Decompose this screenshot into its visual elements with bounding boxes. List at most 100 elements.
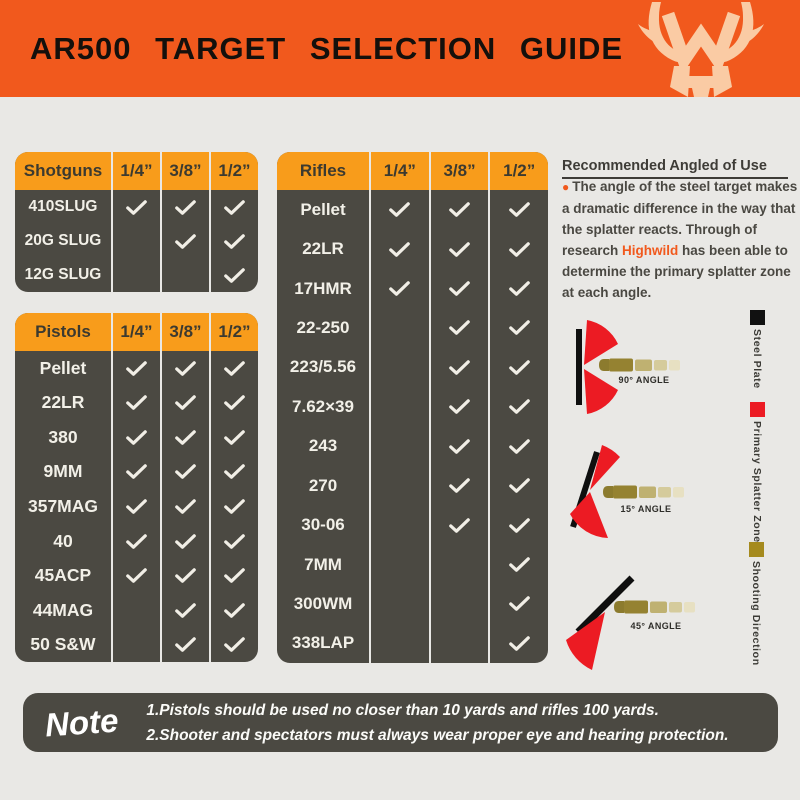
check-icon: [389, 202, 411, 217]
check-icon: [224, 568, 245, 583]
check-icon: [508, 596, 530, 612]
check-cell: [211, 524, 258, 559]
check-cell: [211, 386, 258, 421]
note-line-2: 2.Shooter and spectators must always wea…: [146, 726, 729, 744]
column-header: 1/4”: [371, 152, 429, 190]
check-icon: [126, 199, 147, 215]
check-cell: [490, 269, 548, 308]
check-icon: [224, 395, 245, 411]
check-cell: [431, 584, 489, 623]
bullet-marker: ●: [562, 180, 570, 194]
column-header: 1/2”: [211, 152, 258, 190]
check-icon: [449, 241, 470, 257]
check-cell: [113, 628, 160, 663]
row-label: 12G SLUG: [24, 266, 102, 283]
steel-plate-swatch: [749, 310, 765, 325]
legend-item-steel-plate: Steel Plate: [743, 310, 771, 389]
check-cell: [431, 269, 489, 308]
check-cell: [162, 593, 209, 628]
thickness-column: 1/4”: [111, 152, 160, 292]
row-label: 357MAG: [27, 496, 99, 517]
check-icon: [508, 241, 530, 257]
check-icon: [175, 464, 196, 480]
thickness-column: 1/4”: [369, 152, 429, 663]
check-cell: [113, 455, 160, 490]
check-icon: [126, 499, 147, 514]
thickness-column: 3/8”: [428, 152, 489, 663]
name-column: Shotguns 410SLUG 20G SLUG 12G SLUG: [15, 152, 111, 292]
note-lines: 1.Pistols should be used no closer than …: [146, 698, 728, 748]
row-label: Pellet: [39, 357, 87, 378]
check-icon: [175, 233, 196, 249]
check-cell: [431, 229, 489, 268]
rifles-table: Rifles Pellet 22LR 17HMR 22-250 223/5.56 7.62×…: [277, 152, 548, 663]
row-label: 22LR: [302, 239, 344, 259]
note-box: Note 1.Pistols should be used no closer …: [23, 693, 778, 752]
check-icon: [449, 517, 470, 533]
check-icon: [224, 430, 245, 445]
row-label: 338LAP: [291, 633, 355, 653]
check-icon: [508, 202, 530, 217]
check-cell: [211, 593, 258, 628]
angle-diagram-90: 90° ANGLE: [576, 320, 680, 414]
recommendation-text: ● The angle of the steel target makes a d…: [562, 176, 799, 303]
check-icon: [175, 533, 196, 549]
legend-label: Steel Plate: [751, 329, 763, 389]
row-label: 40: [53, 530, 73, 551]
recommendation-text-after: has been able to determine the primary s…: [562, 243, 791, 300]
check-icon: [449, 202, 470, 217]
recommendation-heading: Recommended Angled of Use: [562, 158, 788, 180]
deer-antlers-logo-icon: [638, 2, 764, 97]
thickness-column: 1/2”: [488, 152, 548, 663]
check-cell: [113, 258, 160, 292]
column-header: 1/4”: [113, 152, 160, 190]
check-icon: [508, 399, 530, 415]
check-cell: [490, 427, 548, 466]
check-cell: [490, 229, 548, 268]
check-cell: [490, 466, 548, 505]
check-cell: [490, 387, 548, 426]
bullet-icon: [603, 485, 684, 499]
check-cell: [162, 524, 209, 559]
check-cell: [113, 558, 160, 593]
check-cell: [490, 190, 548, 229]
pistols-table: Pistols Pellet 22LR 380 9MM 357MAG 40 45ACP 44MA…: [15, 313, 258, 662]
check-icon: [224, 602, 245, 618]
row-label: 30-06: [301, 515, 345, 535]
check-icon: [449, 360, 470, 375]
row-label: 45ACP: [34, 565, 92, 586]
check-icon: [175, 395, 196, 411]
row-label: 243: [308, 436, 338, 456]
row-label: 22LR: [41, 392, 85, 413]
legend-label: Primary Splatter Zone: [751, 421, 763, 543]
check-icon: [449, 399, 470, 415]
check-cell: [113, 420, 160, 455]
row-label: 44MAG: [32, 599, 94, 620]
angle-diagram-45: 45° ANGLE: [566, 575, 695, 670]
check-cell: [162, 224, 209, 258]
check-icon: [508, 281, 530, 296]
row-label: 17HMR: [294, 278, 352, 298]
row-label: 7MM: [304, 554, 342, 574]
check-cell: [211, 224, 258, 258]
legend-item-shooting-direction: Shooting Direction: [742, 542, 770, 666]
check-cell: [490, 505, 548, 544]
check-cell: [371, 545, 429, 584]
check-cell: [371, 229, 429, 268]
check-cell: [113, 386, 160, 421]
check-cell: [162, 420, 209, 455]
check-cell: [490, 624, 548, 663]
check-icon: [126, 395, 147, 411]
row-label: 50 S&W: [30, 634, 96, 655]
angle-label: 15° ANGLE: [621, 504, 672, 514]
check-cell: [113, 489, 160, 524]
steel-plate-shape: [576, 329, 582, 405]
check-icon: [126, 430, 147, 445]
check-cell: [211, 258, 258, 292]
check-cell: [371, 190, 429, 229]
check-cell: [490, 545, 548, 584]
name-column: Pistols Pellet 22LR 380 9MM 357MAG 40 45ACP 44MA…: [15, 313, 111, 662]
check-cell: [431, 387, 489, 426]
thickness-column: 1/2”: [209, 313, 258, 662]
thickness-column: 1/2”: [209, 152, 258, 292]
